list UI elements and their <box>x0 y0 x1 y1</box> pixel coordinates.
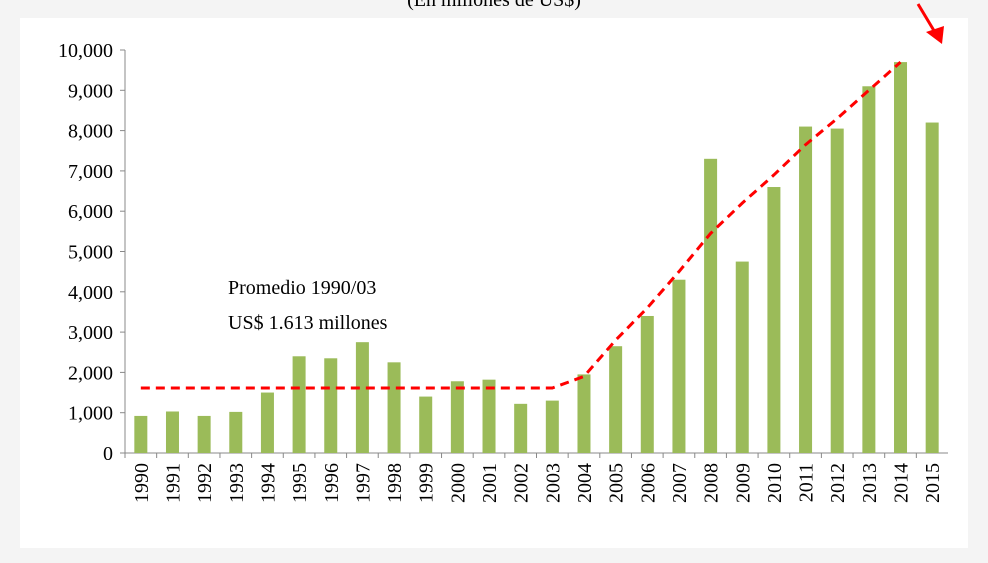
chart-title: (En millones de US$) <box>407 0 581 11</box>
bar <box>165 411 179 453</box>
x-tick-label: 1992 <box>194 463 216 503</box>
x-tick-label: 1997 <box>352 463 374 503</box>
bar <box>355 342 369 453</box>
x-tick-label: 2013 <box>859 463 881 503</box>
x-tick-label: 1999 <box>416 463 438 503</box>
x-tick-label: 1995 <box>289 463 311 503</box>
x-tick-label: 2008 <box>701 463 723 503</box>
y-tick-label: 0 <box>103 443 113 465</box>
bar <box>450 381 464 453</box>
bar <box>830 128 844 453</box>
bar <box>799 126 813 453</box>
x-tick-label: 1990 <box>131 463 153 503</box>
bar <box>260 392 274 453</box>
y-tick-label: 4,000 <box>68 282 113 304</box>
x-tick-label: 2003 <box>542 463 564 503</box>
arrow-shaft <box>916 3 938 35</box>
y-tick-label: 9,000 <box>68 80 113 102</box>
bar <box>545 400 559 453</box>
y-tick-label: 8,000 <box>68 121 113 143</box>
x-tick-label: 2009 <box>732 463 754 503</box>
x-tick-label: 2012 <box>827 463 849 503</box>
bar <box>387 362 401 453</box>
arrow <box>916 3 944 44</box>
x-tick-label: 2010 <box>764 463 786 503</box>
bar <box>609 346 623 453</box>
y-tick-label: 5,000 <box>68 242 113 264</box>
y-tick-label: 10,000 <box>58 40 113 62</box>
x-tick-label: 2006 <box>637 463 659 503</box>
y-tick-label: 2,000 <box>68 362 113 384</box>
x-tick-label: 2000 <box>447 463 469 503</box>
bar <box>925 122 939 453</box>
bar <box>640 315 654 453</box>
x-tick-label: 1991 <box>162 463 184 503</box>
bar <box>324 358 338 453</box>
bar <box>292 356 306 453</box>
annotation: Promedio 1990/03 <box>228 277 376 299</box>
bar <box>894 62 908 454</box>
x-tick-label: 2004 <box>574 463 596 503</box>
x-tick-label: 2002 <box>511 463 533 503</box>
y-tick-label: 3,000 <box>68 322 113 344</box>
bar <box>862 86 876 454</box>
x-tick-label: 2001 <box>479 463 501 503</box>
bar <box>767 187 781 453</box>
annotation: US$ 1.613 millones <box>228 312 388 334</box>
bar <box>229 411 243 453</box>
x-tick-label: 2007 <box>669 463 691 503</box>
x-tick-label: 2011 <box>796 463 818 502</box>
bar <box>735 261 749 453</box>
x-tick-label: 1996 <box>321 463 343 503</box>
x-tick-label: 2005 <box>606 463 628 503</box>
bar <box>577 374 591 453</box>
bar <box>514 403 528 453</box>
trend-line <box>140 60 902 390</box>
y-tick-label: 1,000 <box>68 403 113 425</box>
arrow-head <box>926 26 944 44</box>
x-tick-label: 2015 <box>922 463 944 503</box>
y-tick-label: 6,000 <box>68 201 113 223</box>
x-tick-label: 2014 <box>891 463 913 503</box>
bar <box>672 279 686 453</box>
x-tick-label: 1993 <box>226 463 248 503</box>
bar <box>134 415 148 453</box>
bar <box>419 396 433 453</box>
bar <box>704 158 718 453</box>
y-tick-label: 7,000 <box>68 161 113 183</box>
x-tick-label: 1994 <box>257 463 279 503</box>
bar <box>482 379 496 453</box>
bar <box>197 415 211 453</box>
x-tick-label: 1998 <box>384 463 406 503</box>
